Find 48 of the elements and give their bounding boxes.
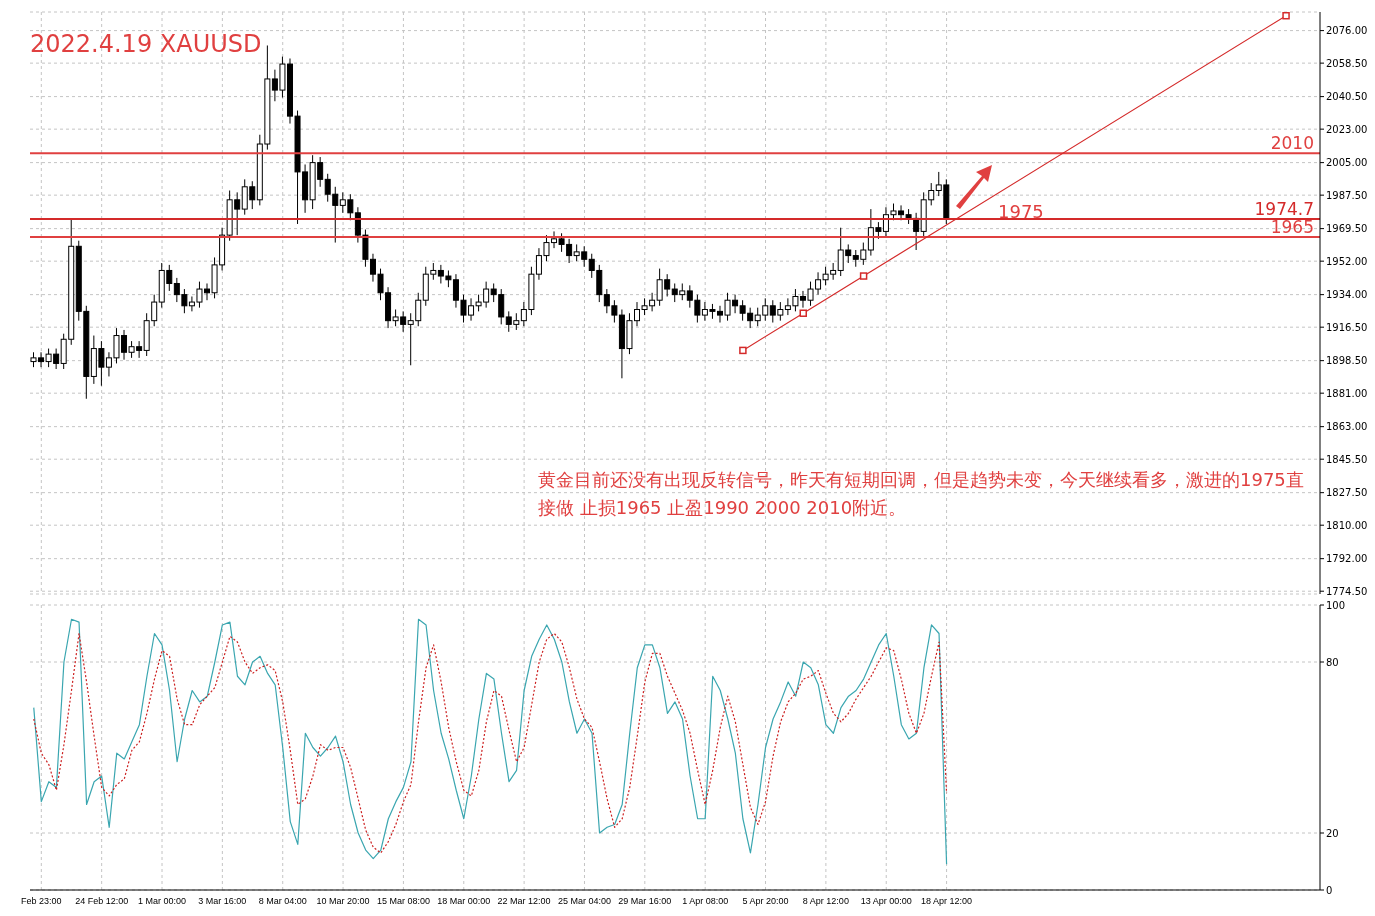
x-tick-label: 10 Mar 20:00: [316, 896, 370, 907]
y-tick-label: 80: [1326, 656, 1339, 668]
y-tick-label: 1987.50: [1326, 189, 1368, 201]
x-tick-label: Feb 23:00: [21, 896, 62, 907]
y-tick-label: 1898.50: [1326, 355, 1368, 367]
x-tick-label: 1 Apr 08:00: [682, 896, 729, 907]
y-tick-label: 1952.00: [1326, 255, 1368, 267]
y-tick-label: 1881.00: [1326, 387, 1368, 399]
y-tick-label: 1863.00: [1326, 421, 1368, 433]
y-tick-label: 1810.00: [1326, 519, 1368, 531]
y-tick-label: 1827.50: [1326, 487, 1368, 499]
y-tick-label: 20: [1326, 827, 1339, 839]
annotation: 1975: [998, 200, 1045, 224]
point: [1282, 12, 1290, 20]
y-tick-label: 100: [1326, 599, 1346, 611]
y-tick-label: 1774.50: [1326, 585, 1368, 597]
x-tick-label: 18 Mar 00:00: [437, 896, 491, 907]
y-tick-label: 2005.00: [1326, 157, 1368, 169]
y-tick-label: 2076.00: [1326, 25, 1368, 37]
ref-line-label: 2010: [1270, 133, 1314, 154]
y-tick-label: 2023.00: [1326, 123, 1368, 135]
x-tick-label: 5 Apr 20:00: [742, 896, 789, 907]
x-tick-label: 15 Mar 08:00: [376, 896, 430, 907]
ref-line-label: 1965: [1270, 216, 1314, 237]
point: [799, 309, 807, 317]
y-tick-label: 1845.50: [1326, 453, 1368, 465]
y-tick-label: 2040.50: [1326, 91, 1368, 103]
x-tick-label: 25 Mar 04:00: [557, 896, 611, 907]
y-tick-label: 1916.50: [1326, 321, 1368, 333]
x-tick-label: 8 Mar 04:00: [258, 896, 307, 907]
y-tick-label: 1969.50: [1326, 223, 1368, 235]
x-tick-label: 1 Mar 00:00: [138, 896, 187, 907]
y-tick-label: 1792.00: [1326, 553, 1368, 565]
y-tick-label: 2058.50: [1326, 57, 1368, 69]
ref-line-label: 1974.7: [1254, 198, 1314, 219]
point: [859, 272, 868, 280]
x-tick-label: 24 Feb 12:00: [75, 896, 129, 907]
y-tick-label: 0: [1326, 884, 1333, 896]
text: 2022.4.19 XAUUSD: [30, 30, 262, 58]
y-tick-label: 1934.00: [1326, 289, 1368, 301]
annotation: 黄金目前还没有出现反转信号，昨天有短期回调，但是趋势未变，今天继续看多，激进的1975直接做 止损1965 止盈1990 2000 2010附近。: [538, 468, 1305, 520]
point: [739, 346, 747, 355]
x-tick-label: 8 Apr 12:00: [802, 896, 849, 907]
x-tick-label: 29 Mar 16:00: [618, 896, 672, 907]
x-tick-label: 13 Apr 00:00: [860, 896, 912, 907]
x-tick-label: 3 Mar 16:00: [198, 896, 247, 907]
x-tick-label: 22 Mar 12:00: [497, 896, 551, 907]
x-tick-label: 18 Apr 12:00: [921, 896, 973, 907]
